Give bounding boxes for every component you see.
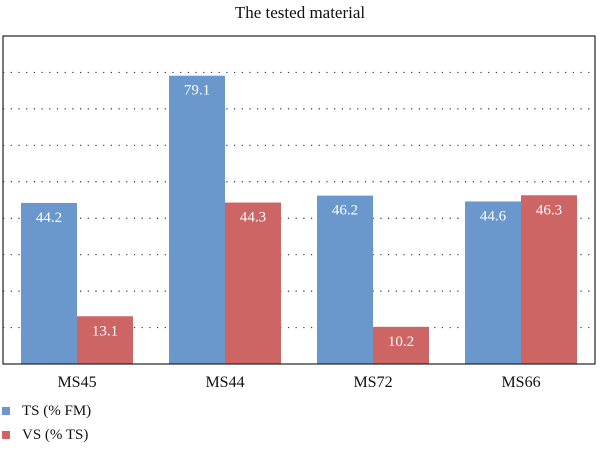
bars: 44.2 13.1 79.1 44.3 46.2 10.2 44.6 46.3: [21, 75, 577, 365]
plot-frame: [2, 35, 596, 365]
category-label: MS72: [353, 374, 392, 391]
bar-ms45-series-1: [21, 202, 77, 364]
legend-swatch: [2, 407, 10, 415]
data-label: 13.1: [92, 323, 118, 339]
data-label: 44.2: [36, 210, 62, 226]
legend-label: VS (% TS): [22, 427, 88, 443]
bar-ms72-series-2: [373, 326, 429, 364]
legend-swatch: [2, 431, 10, 439]
data-label: 10.2: [388, 334, 414, 350]
chart-title: The tested material: [235, 3, 366, 22]
bar-ms44-series-1: [169, 75, 225, 365]
category-label: MS44: [205, 374, 244, 391]
bar-ms66-series-1: [465, 201, 521, 364]
data-label: 44.6: [480, 208, 507, 224]
legend-label: TS (% FM): [22, 403, 91, 419]
data-label: 46.2: [332, 203, 358, 219]
legend: TS (% FM) VS (% TS): [2, 403, 91, 443]
bar-ms45-series-2: [77, 316, 133, 364]
data-label: 46.3: [536, 202, 562, 218]
category-label: MS45: [57, 374, 96, 391]
category-label: MS66: [501, 374, 540, 391]
category-labels: MS45 MS44 MS72 MS66: [57, 374, 540, 391]
data-label: 44.3: [240, 210, 266, 226]
bar-ms44-series-2: [225, 202, 281, 364]
bar-ms72-series-1: [317, 195, 373, 364]
data-label: 79.1: [184, 83, 210, 99]
bar-ms66-series-2: [521, 195, 577, 364]
